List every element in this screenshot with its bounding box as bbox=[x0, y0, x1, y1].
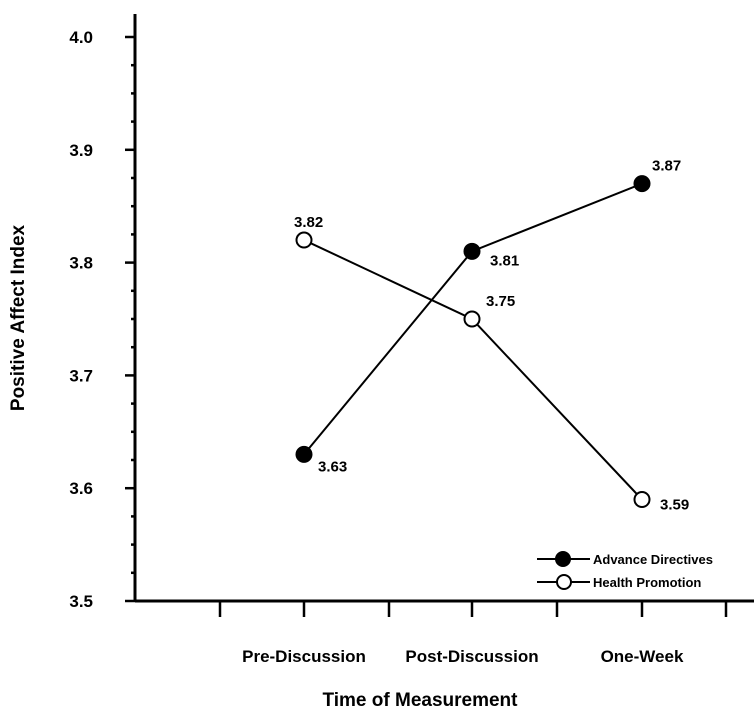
y-tick-label: 3.9 bbox=[69, 141, 93, 160]
data-label-advance-directives: 3.87 bbox=[652, 158, 681, 175]
legend-health-promotion-marker bbox=[556, 574, 572, 590]
x-axis-title: Time of Measurement bbox=[323, 690, 519, 711]
legend: Advance Directives Health Promotion bbox=[537, 551, 713, 590]
y-axis-ticks: 3.5 3.6 3.7 3.8 3.9 4.0 bbox=[69, 28, 135, 611]
y-tick-label: 3.8 bbox=[69, 254, 93, 273]
y-tick-label: 3.5 bbox=[69, 592, 93, 611]
legend-advance-directives-label: Advance Directives bbox=[593, 552, 713, 567]
y-tick-label: 3.7 bbox=[69, 366, 93, 385]
x-tick-label: Post-Discussion bbox=[405, 647, 538, 666]
data-label-advance-directives: 3.63 bbox=[318, 458, 347, 475]
series-layer: 3.63 3.81 3.87 3.82 3.75 3.59 bbox=[294, 158, 689, 514]
data-point-health-promotion bbox=[295, 231, 313, 249]
data-point-advance-directives bbox=[633, 175, 651, 193]
y-axis-title: Positive Affect Index bbox=[8, 224, 29, 411]
x-tick-label: Pre-Discussion bbox=[242, 647, 366, 666]
data-label-health-promotion: 3.82 bbox=[294, 214, 323, 231]
data-point-health-promotion bbox=[633, 490, 651, 508]
y-tick-label: 4.0 bbox=[69, 28, 93, 47]
data-label-health-promotion: 3.75 bbox=[486, 293, 515, 310]
data-point-advance-directives bbox=[295, 445, 313, 463]
legend-health-promotion-label: Health Promotion bbox=[593, 575, 701, 590]
data-label-health-promotion: 3.59 bbox=[660, 496, 689, 513]
x-axis-ticks: Pre-Discussion Post-Discussion One-Week bbox=[218, 601, 728, 666]
y-tick-label: 3.6 bbox=[69, 479, 93, 498]
series-line-health-promotion bbox=[303, 239, 643, 501]
data-label-advance-directives: 3.81 bbox=[490, 252, 519, 269]
data-point-health-promotion bbox=[463, 310, 481, 328]
legend-advance-directives-marker bbox=[555, 551, 571, 567]
x-tick-label: One-Week bbox=[601, 647, 684, 666]
data-point-advance-directives bbox=[463, 242, 481, 260]
